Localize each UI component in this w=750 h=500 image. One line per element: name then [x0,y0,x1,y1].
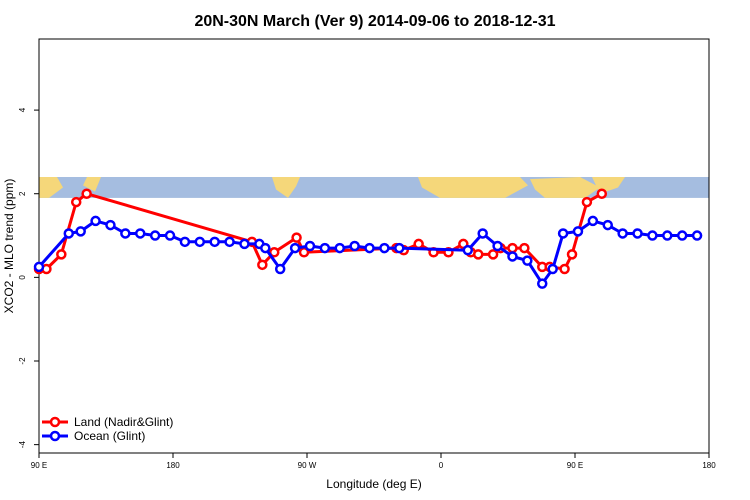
data-point [602,219,614,231]
data-point [617,228,628,239]
data-point [487,249,499,260]
data-point [70,196,82,208]
data-point [587,215,599,227]
map-land [83,177,101,192]
x-tick-label: 180 [702,461,716,470]
data-point [547,263,558,275]
data-point [394,242,405,254]
data-point [134,228,146,239]
data-point [149,230,161,241]
data-point [691,230,703,241]
data-point [507,242,518,254]
legend-label: Land (Nadir&Glint) [74,415,173,429]
data-point [477,228,488,239]
data-point [179,236,191,248]
chart-title: 20N-30N March (Ver 9) 2014-09-06 to 2018… [194,13,555,30]
data-point [507,251,518,262]
data-point [647,230,658,241]
data-point [559,263,570,275]
x-tick-label: 180 [166,461,180,470]
map-land [418,177,528,198]
y-tick-label: 4 [18,107,27,112]
data-point [268,247,280,258]
x-tick-label: 90 E [567,461,583,470]
data-point [239,238,250,250]
map-land [530,177,600,198]
y-tick-label: -2 [18,357,27,365]
data-point [566,249,578,260]
data-point [81,188,92,199]
data-point [413,238,424,250]
data-point [90,215,101,227]
data-point [462,244,474,256]
y-tick-label: 0 [18,275,27,280]
data-point [492,240,503,252]
data-point [194,236,206,248]
data-point [536,278,548,289]
map-land [39,177,63,198]
legend: Land (Nadir&Glint)Ocean (Glint) [42,415,173,443]
data-point [105,219,116,231]
data-point [63,228,75,239]
data-point [364,242,375,254]
data-point [572,226,584,237]
data-point [75,226,86,237]
data-point [662,230,673,241]
data-point [56,249,67,260]
data-point [472,249,484,260]
x-axis-label: Longitude (deg E) [326,477,421,491]
legend-swatch-marker [49,416,61,428]
data-point [379,242,390,254]
data-point [349,240,360,252]
data-point [289,242,301,254]
data-point [304,240,316,252]
data-point [33,261,45,273]
data-point [334,242,346,254]
data-point [676,230,688,241]
data-point [632,228,643,239]
legend-swatch-marker [49,430,61,442]
data-point [260,242,271,254]
series-layer [33,188,703,289]
data-point [224,236,235,248]
legend-label: Ocean (Glint) [74,429,145,443]
series-ocean [33,215,703,289]
map-land [272,177,300,198]
data-point [120,228,131,239]
world-map-strip [39,177,709,198]
data-point [581,196,593,208]
data-point [291,232,302,243]
data-point [596,188,608,199]
data-point [257,259,268,271]
x-tick-label: 90 E [31,461,47,470]
x-tick-label: 90 W [298,461,317,470]
data-point [319,242,331,254]
data-point [557,228,569,239]
x-tick-label: 0 [439,461,444,470]
data-point [164,230,176,241]
data-point [274,263,286,275]
data-point [522,255,533,266]
y-axis-label: XCO2 - MLO trend (ppm) [2,179,16,314]
y-axis: -4 -2 0 2 4 [18,39,40,453]
y-tick-label: 2 [18,191,27,196]
data-point [519,242,530,254]
y-tick-label: -4 [18,441,27,449]
data-point [209,236,220,248]
x-axis: 90 E 180 90 W 0 90 E 180 [31,453,716,470]
